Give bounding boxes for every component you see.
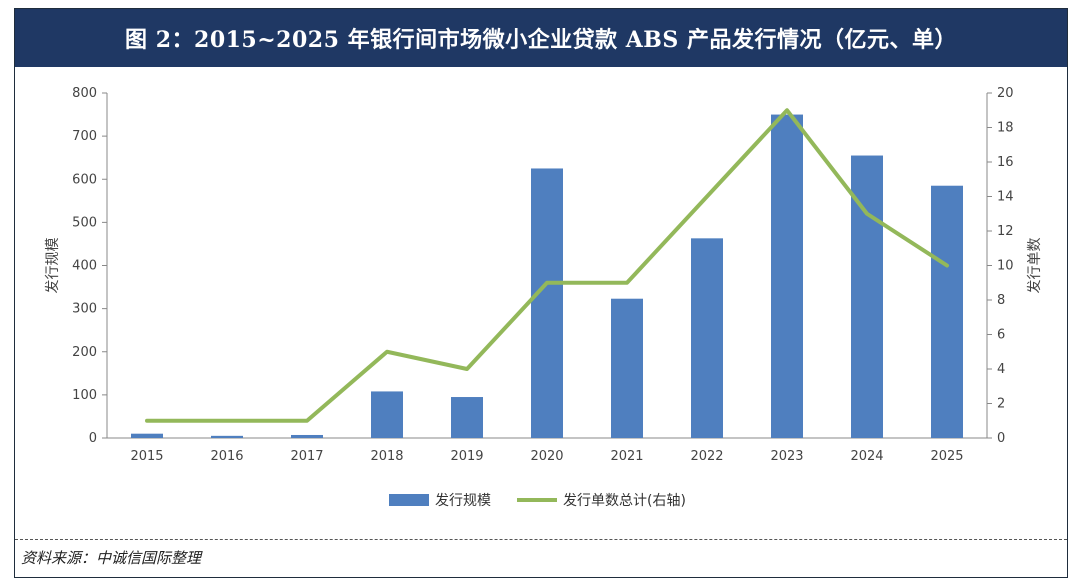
source-divider: [15, 539, 1067, 540]
x-tick-label: 2017: [290, 449, 323, 464]
bar: [371, 391, 403, 438]
y-tick-label-left: 100: [72, 388, 97, 403]
bar: [931, 185, 963, 438]
y-tick-label-right: 16: [997, 155, 1014, 170]
chart-title: 图 2：2015~2025 年银行间市场微小企业贷款 ABS 产品发行情况（亿元…: [125, 27, 957, 53]
y-tick-label-right: 10: [997, 259, 1014, 274]
legend-swatch-bar: [389, 494, 429, 506]
bar: [451, 397, 483, 438]
y-tick-label-right: 2: [997, 397, 1005, 412]
y-tick-label-right: 20: [997, 86, 1014, 101]
y-tick-label-left: 800: [72, 86, 97, 101]
legend-label-bar: 发行规模: [435, 493, 491, 509]
bar: [691, 238, 723, 438]
x-tick-label: 2015: [130, 449, 163, 464]
chart-svg: 0 100 200 300 400 500 600 700 800 0 2 4 6 8 10 12 14 16 18…: [45, 86, 1043, 509]
bar: [771, 114, 803, 438]
x-tick-label: 2019: [450, 449, 483, 464]
bar: [291, 434, 323, 438]
source-note: 资料来源：中诚信国际整理: [21, 549, 202, 567]
legend: 发行规模 发行单数总计(右轴): [389, 493, 686, 509]
bar: [611, 298, 643, 438]
y-tick-label-left: 500: [72, 215, 97, 230]
y-tick-label-left: 600: [72, 172, 97, 187]
y-axis-title-right: 发行单数: [1027, 238, 1043, 294]
x-tick-label: 2016: [210, 449, 243, 464]
title-bar: 图 2：2015~2025 年银行间市场微小企业贷款 ABS 产品发行情况（亿元…: [15, 9, 1067, 67]
y-axis-title-left: 发行规模: [45, 238, 61, 294]
y-tick-label-right: 6: [997, 328, 1005, 343]
y-tick-label-left: 300: [72, 302, 97, 317]
y-tick-label-right: 0: [997, 431, 1005, 446]
y-tick-label-left: 400: [72, 259, 97, 274]
y-tick-label-right: 8: [997, 293, 1005, 308]
y-tick-label-right: 12: [997, 224, 1014, 239]
y-tick-label-left: 0: [89, 431, 97, 446]
y-tick-label-right: 14: [997, 190, 1014, 205]
x-tick-label: 2022: [690, 449, 723, 464]
y-tick-label-right: 4: [997, 362, 1005, 377]
chart-frame: 图 2：2015~2025 年银行间市场微小企业贷款 ABS 产品发行情况（亿元…: [14, 8, 1068, 578]
plot-area: 0 100 200 300 400 500 600 700 800 0 2 4 6 8 10 12 14 16 18…: [72, 86, 1013, 464]
x-tick-label: 2020: [530, 449, 563, 464]
bar: [211, 435, 243, 438]
x-tick-label: 2024: [850, 449, 883, 464]
y-tick-label-left: 700: [72, 129, 97, 144]
x-tick-label: 2023: [770, 449, 803, 464]
x-tick-label: 2025: [930, 449, 963, 464]
y-tick-label-left: 200: [72, 345, 97, 360]
legend-label-line: 发行单数总计(右轴): [563, 493, 686, 509]
bar: [131, 433, 163, 438]
bar: [531, 168, 563, 438]
x-tick-label: 2021: [610, 449, 643, 464]
y-tick-label-right: 18: [997, 121, 1014, 136]
x-tick-label: 2018: [370, 449, 403, 464]
